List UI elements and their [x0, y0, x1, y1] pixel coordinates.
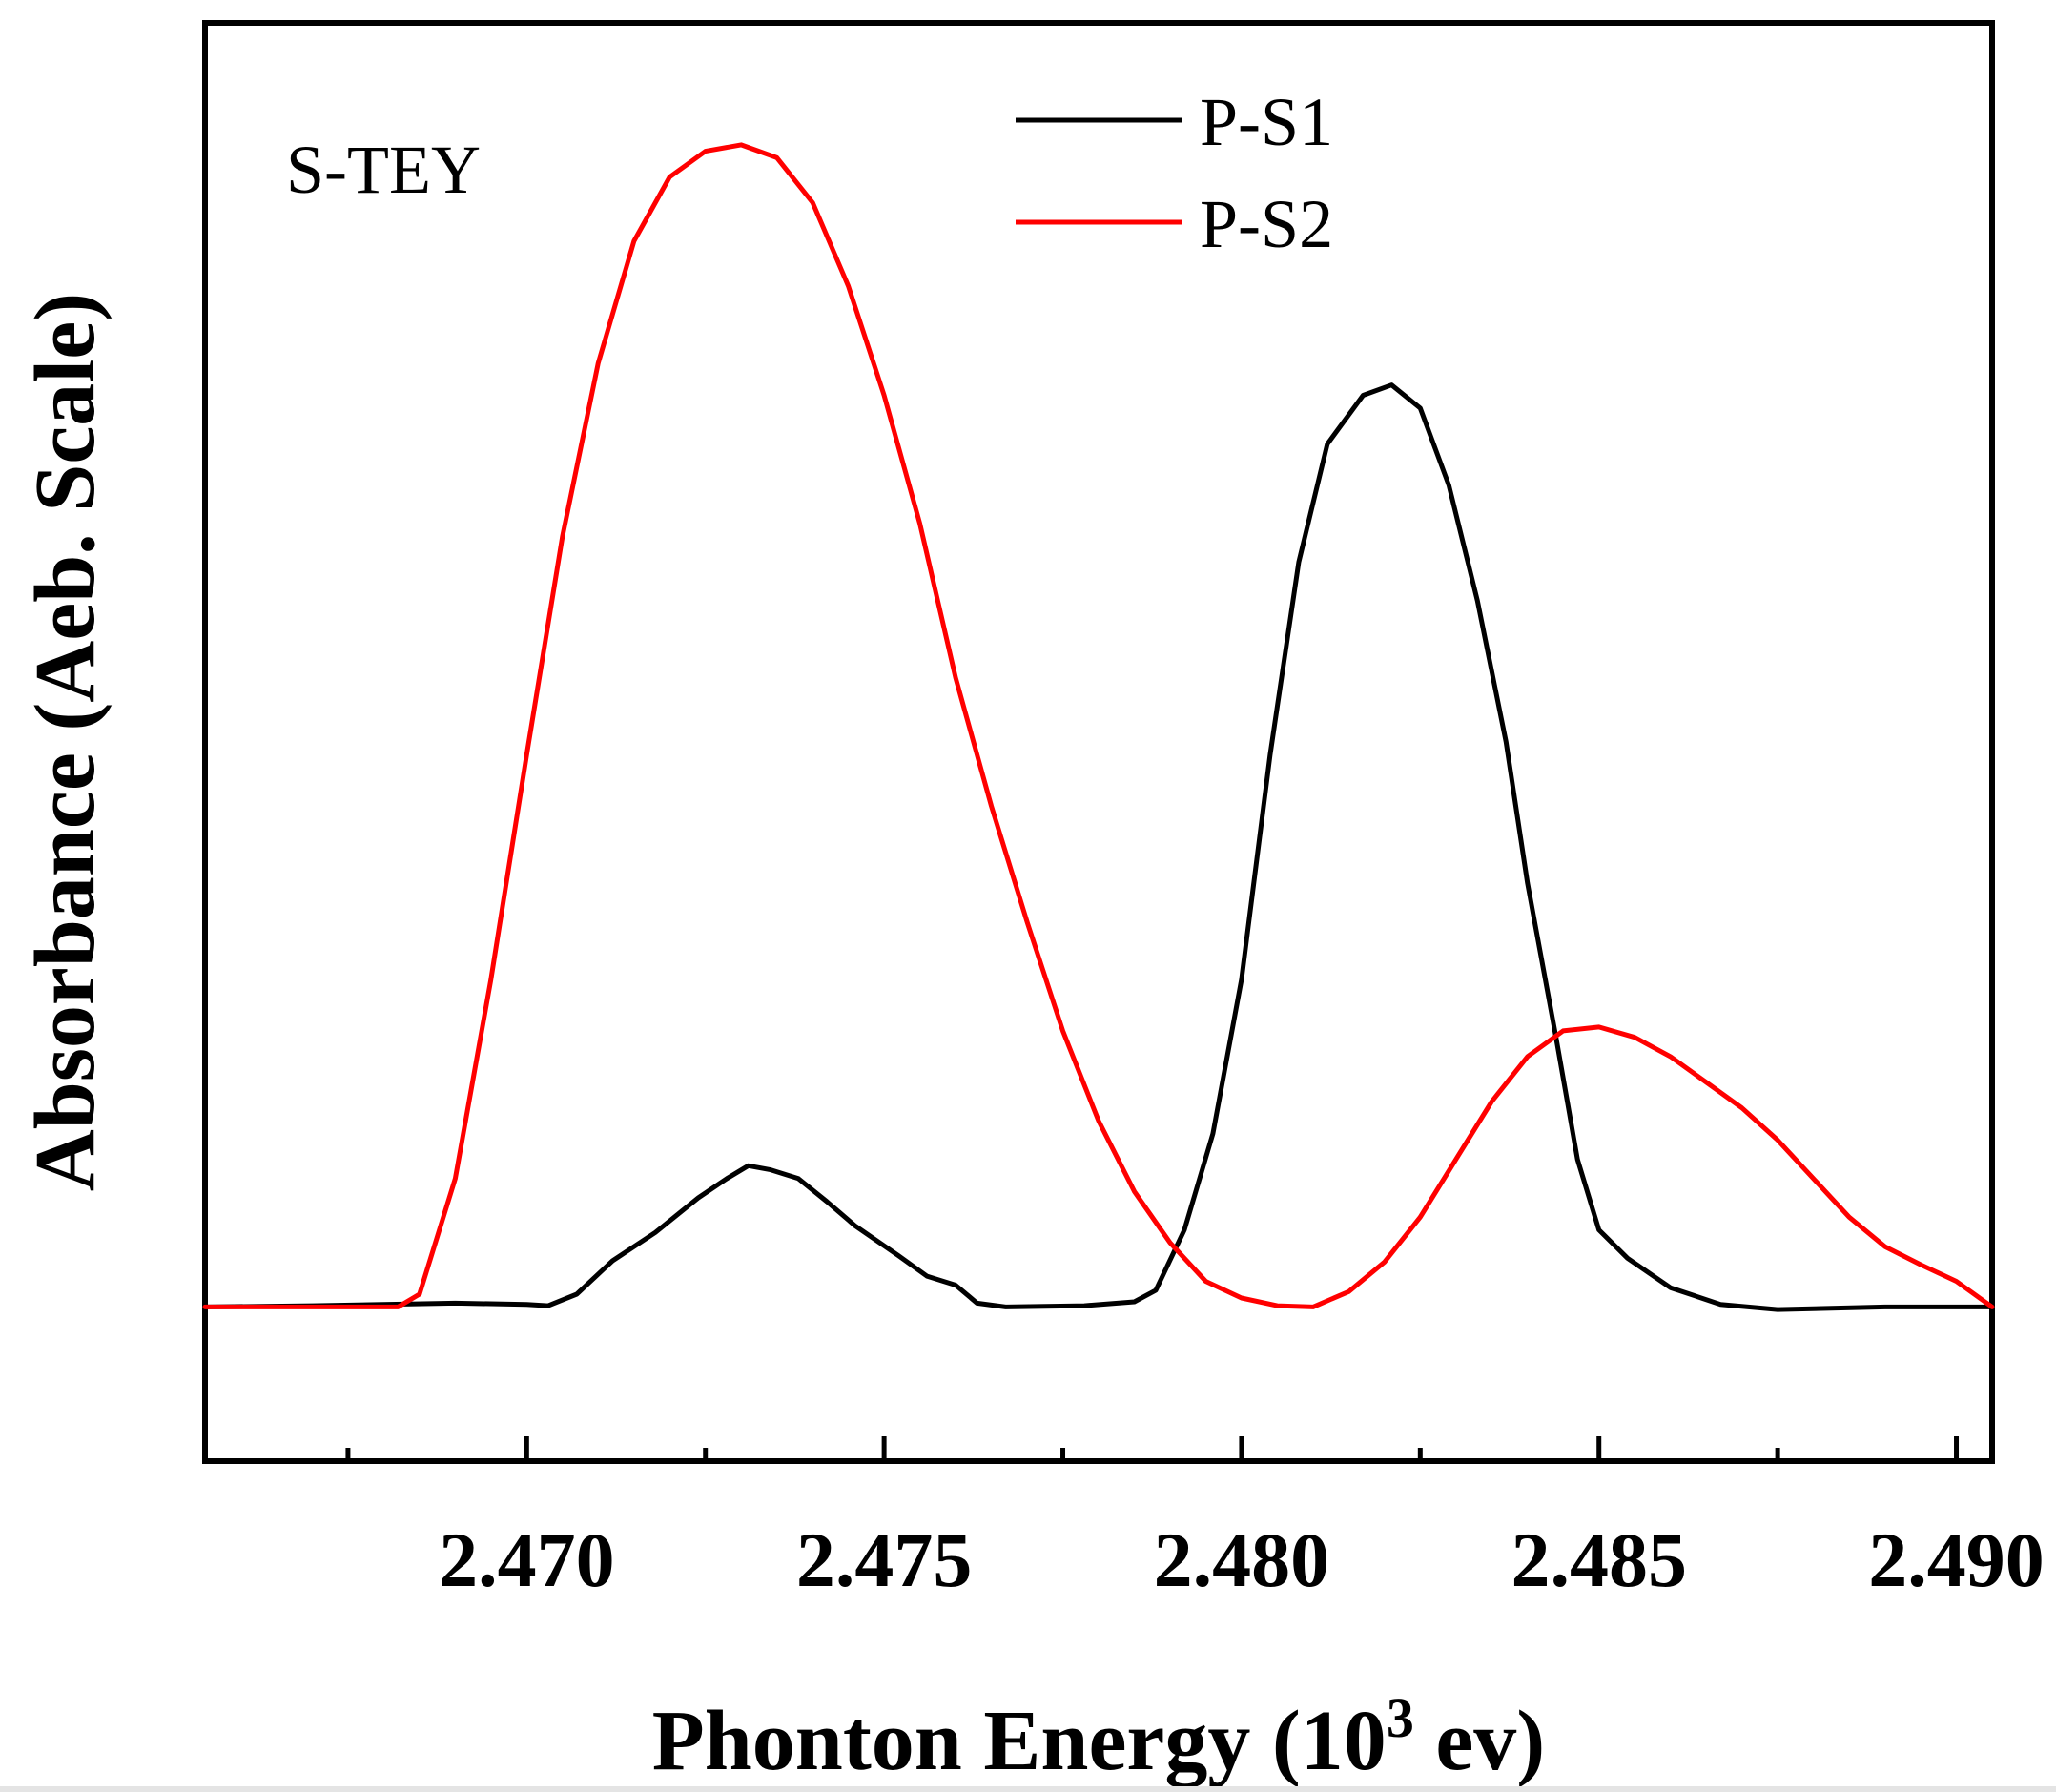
- x-tick-label: 2.480: [1154, 1516, 1330, 1603]
- legend-label-p-s2: P-S2: [1200, 186, 1333, 262]
- x-tick-label: 2.475: [796, 1516, 973, 1603]
- series-lines: [202, 142, 1995, 1312]
- x-axis-ticks: [345, 1436, 1960, 1461]
- x-axis-title: Phonton Energy (103 ev): [652, 1687, 1545, 1788]
- x-tick-label: 2.490: [1868, 1516, 2045, 1603]
- bottom-edge-strip: [0, 1786, 2056, 1792]
- x-axis-title-tail: ev): [1414, 1694, 1545, 1788]
- y-axis-title: Absorbance (Aeb. Scale): [18, 293, 113, 1191]
- legend-label-p-s1: P-S1: [1200, 84, 1333, 160]
- x-axis-tick-labels: 2.470 2.475 2.480 2.485 2.490: [439, 1516, 2045, 1603]
- annotation-label: S-TEY: [286, 132, 481, 208]
- x-tick-label: 2.470: [439, 1516, 615, 1603]
- x-tick-label: 2.485: [1511, 1516, 1687, 1603]
- legend: P-S1 P-S2: [1016, 84, 1333, 262]
- x-axis-title-main: Phonton Energy (10: [652, 1694, 1387, 1788]
- series-line-p-s2: [202, 142, 1995, 1309]
- series-line-p-s1: [202, 382, 1995, 1312]
- x-axis-title-sup: 3: [1387, 1687, 1414, 1749]
- plot-frame: [202, 20, 1995, 1464]
